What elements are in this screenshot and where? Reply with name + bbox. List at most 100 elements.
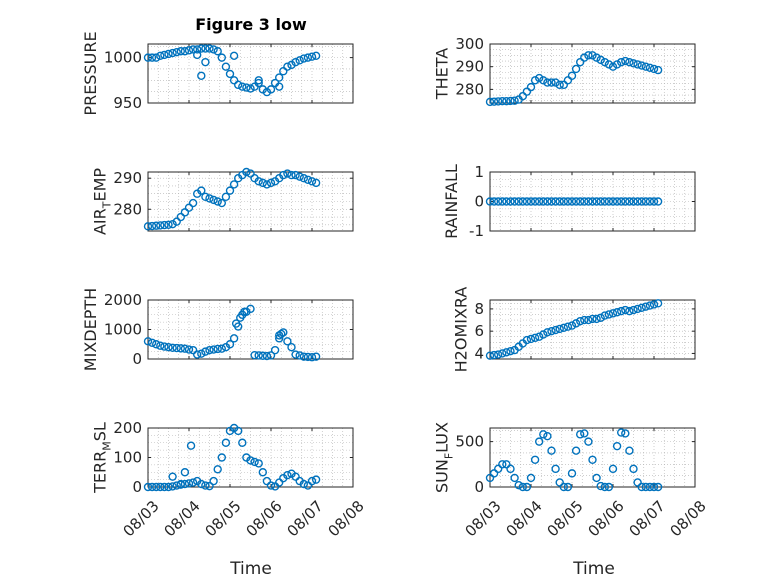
data-point	[633, 304, 642, 314]
axes-box	[489, 299, 696, 360]
data-series	[485, 299, 663, 360]
data-point	[188, 478, 198, 487]
data-point	[266, 481, 276, 490]
data-point	[580, 197, 589, 206]
data-point	[197, 349, 206, 358]
data-point	[588, 455, 597, 464]
data-point	[567, 197, 577, 206]
data-point	[555, 324, 564, 334]
y-axis-label: THETA	[433, 48, 452, 100]
data-point	[156, 482, 165, 492]
data-point	[539, 330, 548, 339]
data-point	[641, 482, 650, 492]
data-point	[188, 45, 198, 54]
data-point	[217, 344, 227, 353]
data-point	[633, 478, 642, 487]
data-point	[176, 212, 186, 222]
data-point	[641, 302, 650, 311]
data-point	[201, 57, 210, 67]
y-tick-label: 100	[113, 449, 142, 467]
data-point	[201, 44, 210, 53]
data-point	[151, 53, 161, 62]
data-point	[254, 351, 263, 360]
data-point	[180, 479, 190, 489]
data-point	[184, 46, 194, 55]
data-point	[485, 473, 495, 483]
data-point	[617, 428, 626, 437]
data-point	[530, 197, 540, 206]
x-tick-label: 08/03	[119, 497, 162, 540]
data-point	[254, 177, 263, 186]
data-point	[240, 307, 249, 316]
data-point	[197, 44, 206, 53]
x-tick-label: 08/06	[584, 497, 627, 540]
data-point	[246, 456, 255, 465]
data-point	[596, 55, 605, 65]
data-point	[209, 45, 218, 54]
data-point	[584, 437, 593, 446]
data-point	[535, 197, 544, 206]
data-point	[551, 464, 560, 474]
data-point	[559, 80, 568, 90]
data-point	[641, 62, 650, 71]
data-point	[262, 476, 272, 486]
data-point	[588, 197, 597, 206]
data-point	[147, 482, 157, 492]
data-point	[236, 313, 245, 322]
data-point	[489, 469, 499, 478]
data-point	[494, 464, 503, 474]
axes-box	[489, 43, 696, 104]
data-point	[164, 49, 173, 59]
data-series	[143, 423, 321, 492]
data-point	[266, 85, 276, 94]
y-tick-label: 1000	[104, 49, 142, 67]
data-point	[612, 60, 622, 69]
data-series	[143, 304, 321, 362]
data-point	[201, 481, 210, 490]
data-point	[629, 197, 638, 206]
data-point	[164, 343, 173, 352]
data-point	[502, 348, 511, 357]
data-point	[225, 186, 235, 195]
data-point	[295, 56, 304, 65]
x-tick-label: 08/03	[461, 497, 504, 540]
data-point	[621, 197, 630, 206]
data-point	[539, 197, 548, 206]
data-point	[311, 51, 321, 60]
data-point	[559, 482, 568, 492]
data-point	[168, 343, 177, 352]
data-point	[156, 221, 165, 230]
data-point	[571, 446, 581, 455]
x-tick-label: 08/08	[666, 497, 709, 540]
data-point	[530, 76, 540, 85]
data-point	[563, 76, 573, 85]
data-point	[172, 343, 181, 353]
data-point	[176, 344, 186, 353]
y-tick-label: 4	[474, 344, 484, 362]
data-point	[526, 197, 536, 206]
data-point	[209, 476, 218, 486]
data-point	[543, 78, 552, 87]
data-point	[637, 61, 646, 70]
y-axis-label: RAINFALL	[442, 164, 461, 239]
data-point	[653, 197, 663, 206]
data-point	[275, 82, 284, 91]
data-point	[143, 482, 153, 492]
data-point	[649, 482, 659, 492]
data-point	[526, 334, 536, 344]
data-point	[201, 347, 210, 356]
data-point	[604, 310, 614, 319]
data-point	[291, 170, 300, 180]
data-point	[571, 64, 581, 74]
data-point	[600, 57, 609, 67]
data-point	[653, 482, 663, 492]
data-point	[617, 197, 626, 206]
data-point	[543, 431, 552, 441]
data-point	[567, 71, 577, 80]
data-point	[209, 345, 218, 354]
data-point	[164, 220, 173, 229]
data-point	[180, 208, 190, 217]
